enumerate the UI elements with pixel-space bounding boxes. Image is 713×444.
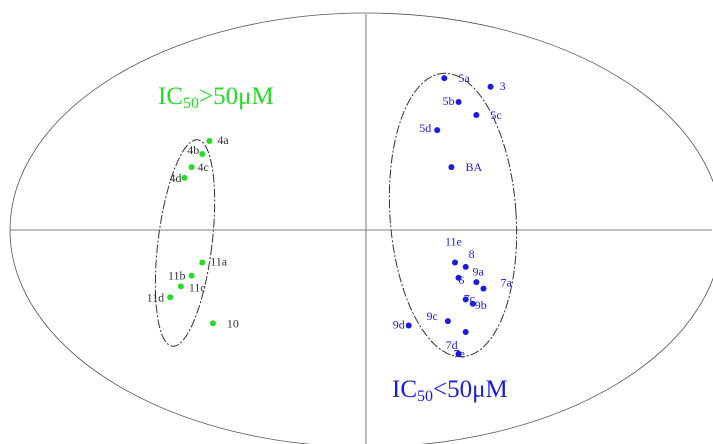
data-point-5c [473, 111, 480, 118]
point-label-11c: 11c [189, 280, 206, 294]
point-label-11b: 11b [168, 269, 186, 283]
data-point-5d [434, 127, 441, 134]
point-label-7e: 7e [454, 347, 465, 361]
annotation-inactive-rest: >50μM [199, 83, 274, 110]
point-label-7a: 7a [500, 276, 512, 290]
data-point-10 [209, 320, 216, 327]
annotation-inactive: IC50>50μM [158, 83, 274, 112]
data-point-5b [455, 98, 462, 105]
annotation-active-sub: 50 [417, 388, 433, 405]
data-point-3 [487, 83, 494, 90]
point-label-10: 10 [227, 316, 239, 330]
point-label-11e: 11e [445, 235, 462, 249]
point-label-4c: 4c [198, 160, 209, 174]
data-point-11d [167, 294, 174, 301]
data-point-BA [448, 164, 455, 171]
point-label-5b: 5b [443, 94, 455, 108]
data-point-4c [188, 164, 195, 171]
data-point-4a [206, 138, 213, 145]
point-label-4b: 4b [187, 143, 199, 157]
point-label-4a: 4a [217, 133, 229, 147]
data-point-7c [462, 296, 469, 303]
data-point-6 [473, 279, 480, 286]
annotation-inactive-sub: 50 [183, 95, 199, 112]
data-point-11c [177, 283, 184, 290]
cluster-ellipse-active [388, 72, 518, 358]
point-label-9c: 9c [427, 309, 438, 323]
data-point-9d [405, 322, 412, 329]
point-label-11d: 11d [147, 290, 165, 304]
annotation-active-main: IC [392, 376, 417, 403]
data-point-7e [455, 350, 462, 357]
data-point-4b [199, 151, 206, 158]
data-point-8 [462, 263, 469, 270]
point-label-6: 6 [458, 273, 464, 287]
point-label-9a: 9a [473, 265, 485, 279]
data-point-7d [462, 328, 469, 335]
data-point-11b [188, 272, 195, 279]
data-point-9b [469, 300, 476, 307]
point-label-5a: 5a [458, 71, 470, 85]
point-label-11a: 11a [210, 255, 228, 269]
point-label-5c: 5c [490, 108, 501, 122]
point-label-9d: 9d [393, 317, 405, 331]
point-label-9b: 9b [475, 298, 487, 312]
data-point-9a [455, 274, 462, 281]
point-label-7c: 7c [464, 291, 475, 305]
data-point-7a [480, 285, 487, 292]
confidence-ellipse [9, 12, 713, 444]
data-point-11a [199, 259, 206, 266]
point-label-BA: BA [465, 160, 482, 174]
annotation-inactive-main: IC [158, 83, 183, 110]
data-point-4d [181, 174, 188, 181]
annotation-active-rest: <50μM [433, 376, 508, 403]
point-label-8: 8 [469, 247, 475, 261]
cluster-ellipse-inactive [154, 139, 216, 347]
data-point-9c [444, 318, 451, 325]
point-label-5d: 5d [419, 121, 431, 135]
data-point-5a [441, 75, 448, 82]
point-label-3: 3 [500, 79, 506, 93]
point-label-4d: 4d [169, 171, 181, 185]
point-label-7d: 7d [446, 338, 458, 352]
data-point-11e [452, 259, 458, 266]
annotation-active: IC50<50μM [392, 376, 508, 405]
